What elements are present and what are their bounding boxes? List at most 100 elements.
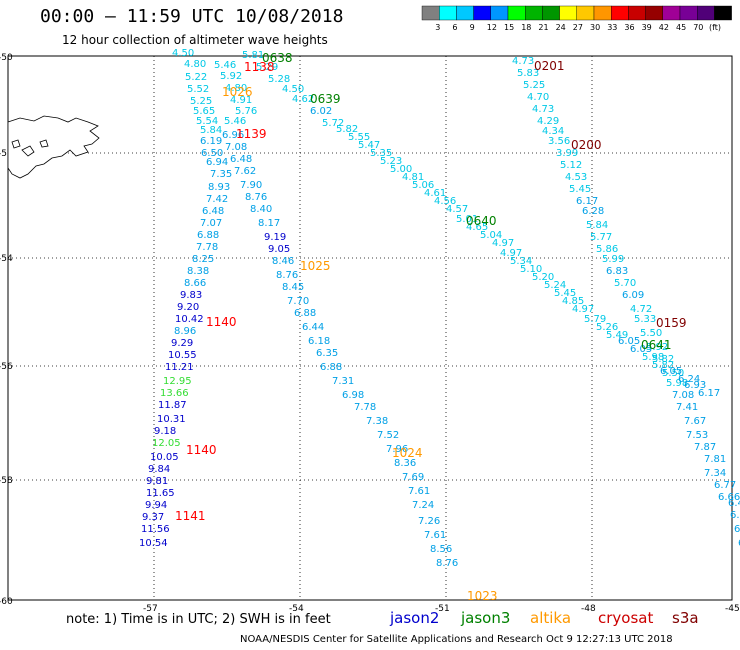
swh-value: 5.52 [187,84,209,95]
swh-value: 5.33 [634,314,656,325]
swh-value: 10.31 [157,414,186,425]
color-scale-swatch [679,5,698,21]
color-scale-label: 15 [504,23,514,32]
color-scale-label: 27 [573,23,583,32]
lon-label-45: -45 [725,604,740,614]
swh-value: 10.42 [175,314,204,325]
swh-value: 6.18 [308,336,330,347]
color-scale-swatch [525,5,543,21]
swh-value: 7.81 [704,454,726,465]
swh-value: 5.35 [370,148,392,159]
pass-time-label: 1141 [175,509,206,523]
color-scale-label: 12 [487,23,497,32]
swh-value: 5.72 [322,118,344,129]
swh-value: 7.87 [694,442,716,453]
color-scale-label: 36 [624,23,634,32]
lat-label-58: -58 [0,476,13,486]
swh-value: 5.23 [380,156,402,167]
swh-value: 9.29 [171,338,193,349]
legend-s3a: s3a [672,609,699,627]
swh-value: 6.28 [582,206,604,217]
swh-value: 5.24 [544,280,566,291]
swh-value: 6.93 [684,380,706,391]
pass-time-label: 1140 [186,443,217,457]
credit-line: NOAA/NESDIS Center for Satellite Applica… [240,634,673,645]
swh-value: 6.88 [294,308,316,319]
swh-value: 7.78 [354,402,376,413]
color-scale-label: 42 [659,23,669,32]
swh-value: 6.94 [206,157,228,168]
falkland-islands-coastline [7,115,100,179]
swh-value: 5.55 [348,132,370,143]
color-scale-label: 9 [470,23,475,32]
swh-value: 5.01 [456,214,478,225]
swh-value: 5.70 [614,278,636,289]
swh-value: 8.38 [187,266,209,277]
swh-value: 12.05 [152,438,181,449]
color-scale-label: 45 [676,23,686,32]
lat-label-50: -50 [0,53,13,63]
swh-value: 8.36 [394,458,416,469]
swh-value: 7.08 [672,390,694,401]
pass-time-label: 0641 [641,338,672,352]
swh-value: 6.48 [202,206,224,217]
swh-value: 6.66 [718,492,740,503]
swh-value: 5.92 [220,71,242,82]
swh-value: 7.52 [377,430,399,441]
swh-value: 8.76 [245,192,267,203]
pass-time-label: 1138 [244,60,275,74]
swh-value: 5.28 [268,74,290,85]
swh-value: 5.06 [412,180,434,191]
swh-value: 7.70 [287,296,309,307]
swh-tracks: 4.504.805.225.525.255.655.545.846.196.50… [139,48,740,569]
swh-value: 5.46 [214,60,236,71]
swh-value: 5.26 [596,322,618,333]
swh-value: 9.20 [177,302,199,313]
swh-value: 6.05 [618,336,640,347]
swh-value: 11.21 [165,362,194,373]
color-scale-label: 70 [693,23,703,32]
swh-value: 5.50 [662,368,684,379]
lon-label-48: -48 [581,604,596,614]
swh-value: 6.98 [342,390,364,401]
pass-time-label: 1026 [222,85,253,99]
swh-value: 5.04 [480,230,502,241]
swh-value: 5.25 [523,80,545,91]
color-scale-swatch [542,5,560,21]
color-scale-swatch [697,5,715,21]
swh-value: 10.55 [168,350,197,361]
swh-value: 5.47 [358,140,380,151]
swh-value: 5.50 [640,328,662,339]
swh-value: 5.98 [666,378,688,389]
swh-value: 8.96 [174,326,196,337]
color-scale-swatch [507,5,526,21]
swh-value: 5.84 [586,220,608,231]
legend-jason3: jason3 [461,609,511,627]
swh-value: 3.56 [548,136,570,147]
color-scale-labels: 3 6 9 12 15 18 21 24 27 30 33 36 39 42 45 70 [435,23,703,32]
color-scale-swatch [439,5,457,21]
swh-value: 4.34 [542,126,564,137]
color-scale-label: 3 [435,23,440,32]
color-scale-swatch [576,5,595,21]
swh-value: 6.84 [730,510,740,521]
swh-value: 6.24 [678,374,700,385]
footer-note: note: 1) Time is in UTC; 2) SWH is in fe… [66,612,331,627]
swh-value: 9.94 [145,500,167,511]
swh-value: 5.82 [652,360,674,371]
swh-value: 4.62 [292,94,314,105]
lon-label-57: -57 [143,604,158,614]
swh-value: 4.65 [466,222,488,233]
swh-value: 5.34 [510,256,532,267]
lon-label-54: -54 [289,604,304,614]
swh-value: 7.31 [332,376,354,387]
swh-value: 7.26 [418,516,440,527]
graticule [8,56,732,600]
swh-value: 5.49 [606,330,628,341]
swh-value: 5.77 [590,232,612,243]
pass-time-label: 1023 [467,589,498,603]
swh-value: 6.77 [714,480,736,491]
swh-value: 5.84 [200,125,222,136]
swh-value: 7.90 [240,180,262,191]
